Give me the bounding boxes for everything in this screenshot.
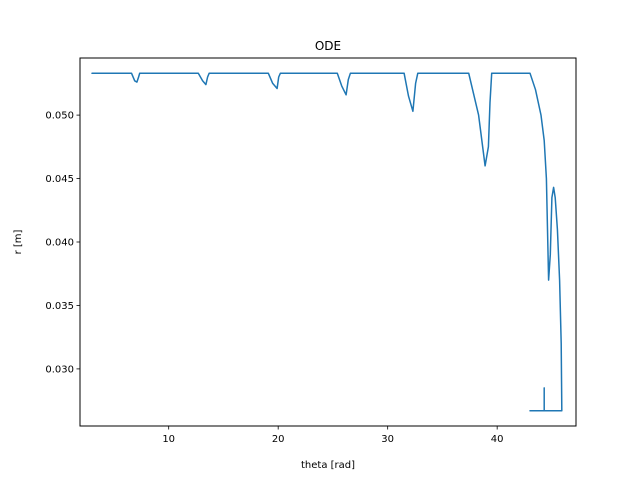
plot-area — [91, 72, 563, 412]
x-tick-label: 30 — [381, 434, 394, 445]
y-axis-label: r [m] — [13, 229, 24, 254]
y-tick-label: 0.045 — [45, 174, 74, 185]
y-axis: 0.030 0.035 0.040 0.045 0.050 — [45, 111, 80, 375]
x-tick-label: 10 — [162, 434, 175, 445]
chart-title: ODE — [315, 39, 341, 53]
y-tick-label: 0.030 — [45, 364, 74, 375]
y-tick-label: 0.035 — [45, 301, 74, 312]
x-axis: 10 20 30 40 — [162, 426, 504, 445]
series-line-1 — [91, 72, 563, 412]
y-tick-label: 0.040 — [45, 238, 74, 249]
x-tick-label: 20 — [272, 434, 285, 445]
x-axis-label: theta [rad] — [301, 460, 355, 471]
y-tick-label: 0.050 — [45, 111, 74, 122]
x-tick-label: 40 — [491, 434, 504, 445]
